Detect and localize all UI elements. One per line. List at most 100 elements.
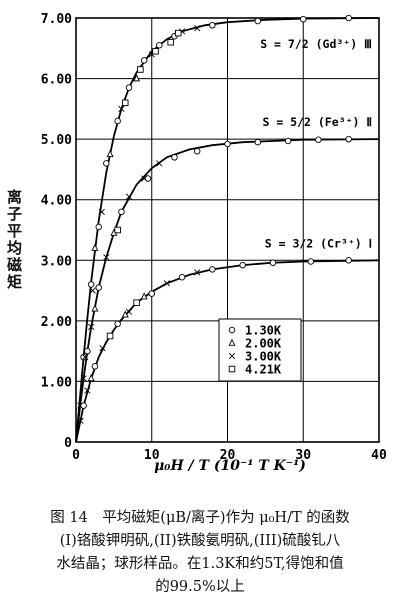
point-square: [106, 332, 114, 340]
y-tick-label: 7.00: [41, 12, 72, 27]
x-tick-label: 30: [295, 448, 311, 463]
point-circle: [269, 259, 277, 266]
point-circle: [300, 15, 307, 23]
point-circle: [254, 17, 262, 25]
point-square: [133, 299, 140, 306]
point-circle: [95, 223, 102, 231]
curve-label: S = 5/2 (Fe³⁺) Ⅱ: [262, 115, 372, 129]
point-cross: [81, 354, 89, 361]
point-triangle: [133, 74, 141, 82]
magnetization-chart: 01.002.003.004.005.006.007.00 0 10 20 30 40 …: [41, 12, 387, 474]
legend-entry-label: 3.00K: [245, 350, 282, 364]
data-points: [77, 14, 352, 424]
point-cross: [80, 375, 87, 382]
point-circle: [140, 57, 148, 64]
point-cross: [228, 352, 236, 360]
point-square: [152, 48, 159, 55]
point-circle: [345, 14, 352, 22]
y-axis-label: 离子平均磁矩: [5, 189, 23, 291]
point-cross: [77, 417, 84, 424]
point-cross: [88, 323, 95, 331]
point-cross: [156, 160, 163, 167]
point-circle: [84, 347, 91, 355]
point-cross: [194, 269, 201, 276]
y-tick-label: 6.00: [41, 73, 72, 88]
point-cross: [103, 254, 110, 261]
legend-entry-label: 2.00K: [245, 337, 282, 351]
point-triangle: [91, 304, 99, 312]
curve-labels: S = 7/2 (Gd³⁺) Ⅲ S = 5/2 (Fe³⁺) Ⅱ S = 3/2 …: [260, 37, 372, 250]
point-triangle: [228, 338, 236, 346]
point-circle: [80, 402, 87, 409]
point-square: [175, 29, 182, 37]
point-circle: [144, 175, 152, 182]
y-tick-label: 1.00: [41, 375, 72, 390]
point-cross: [125, 308, 133, 315]
point-circle: [224, 140, 231, 148]
point-circle: [209, 266, 216, 273]
point-cross: [194, 25, 201, 32]
point-circle: [114, 320, 121, 328]
point-circle: [178, 273, 186, 281]
y-tick-label: 0: [64, 436, 72, 451]
point-circle: [228, 326, 236, 334]
point-square: [114, 226, 121, 234]
point-circle: [315, 136, 322, 143]
point-circle: [125, 84, 133, 91]
y-tick-label: 3.00: [41, 254, 72, 269]
point-square: [167, 38, 174, 46]
point-circle: [307, 258, 315, 265]
point-circle: [254, 138, 262, 146]
legend-entry-label: 1.30K: [245, 324, 282, 338]
point-cross: [98, 208, 105, 215]
figure-caption: 图 14 平均磁矩(μB/离子)作为 μ₀H/T 的函数 (I)铬酸钾明矾,(I…: [10, 507, 390, 599]
x-tick-label: 10: [144, 448, 160, 463]
caption-line-3: 水结晶；球形样品。在1.3K和约5T,得饱和值: [56, 556, 344, 572]
y-tick-labels: 0 1.00 2.00 3.00 4.00 5.00 6.00 7.00: [41, 12, 72, 451]
point-triangle: [87, 374, 95, 382]
y-tick-label: 2.00: [41, 315, 72, 330]
point-circle: [345, 135, 352, 143]
x-axis-label: μ₀H / T (10⁻¹ T K⁻¹): [154, 458, 306, 474]
point-cross: [163, 280, 171, 287]
point-cross: [89, 287, 96, 294]
curve-label: S = 7/2 (Gd³⁺) Ⅲ: [260, 37, 372, 51]
point-triangle: [140, 292, 148, 300]
point-square: [121, 99, 129, 107]
point-triangle: [91, 243, 99, 251]
point-circle: [156, 42, 163, 49]
plot-area: [75, 17, 380, 443]
caption-line-1: 图 14 平均磁矩(μB/离子)作为 μ₀H/T 的函数: [50, 510, 350, 526]
point-circle: [171, 154, 178, 161]
x-tick-label: 20: [220, 448, 236, 463]
point-square: [228, 365, 236, 373]
point-circle: [284, 137, 292, 145]
curve-label: S = 3/2 (Cr³⁺) Ⅰ: [265, 236, 372, 250]
y-tick-label: 5.00: [41, 133, 72, 148]
point-circle: [103, 160, 110, 167]
point-circle: [91, 363, 99, 370]
point-circle: [118, 208, 125, 216]
point-circle: [114, 117, 121, 125]
point-triangle: [106, 149, 114, 158]
point-circle: [80, 353, 87, 361]
caption-line-4: 的99.5%以上: [155, 579, 245, 595]
point-circle: [148, 290, 155, 297]
y-tick-label: 4.00: [41, 194, 72, 209]
x-tick-label: 40: [371, 448, 387, 463]
point-circle: [209, 22, 216, 29]
y-axis-label-box: 离子平均磁矩: [0, 60, 24, 420]
point-square: [137, 66, 144, 73]
point-cross: [118, 105, 125, 112]
caption-line-2: (I)铬酸钾明矾,(II)铁酸氨明矾,(III)硫酸钆八: [59, 533, 341, 549]
point-circle: [95, 284, 102, 291]
point-circle: [239, 261, 246, 269]
point-cross: [84, 387, 91, 394]
point-circle: [87, 281, 95, 288]
x-tick-label: 0: [72, 448, 80, 463]
point-cross: [99, 344, 106, 352]
point-circle: [193, 148, 201, 155]
x-tick-labels: 0 10 20 30 40: [72, 448, 387, 463]
point-cross: [141, 175, 148, 182]
